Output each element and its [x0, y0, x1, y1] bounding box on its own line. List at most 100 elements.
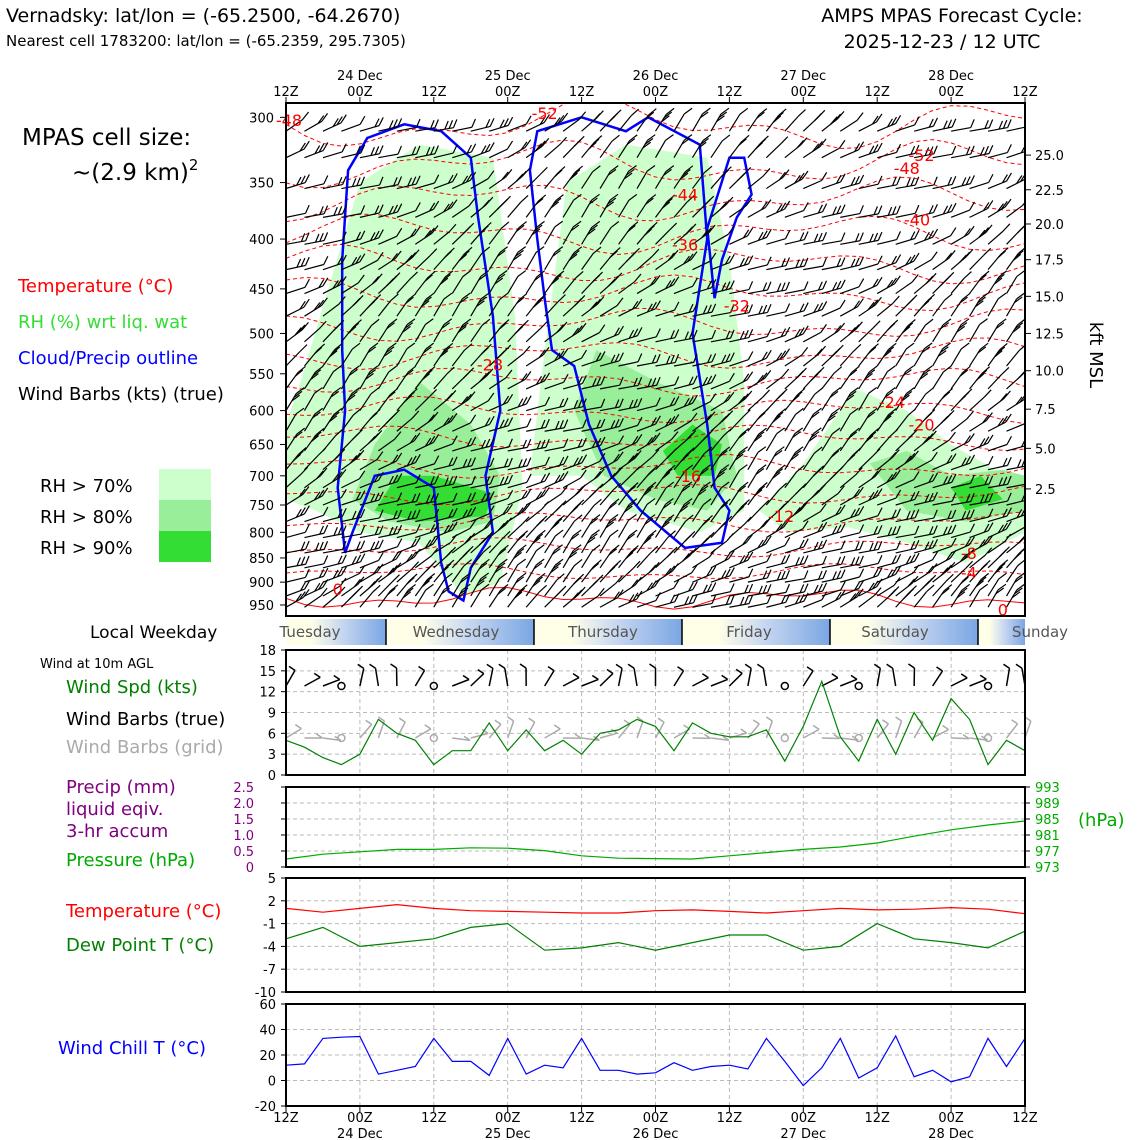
rh90-swatch — [159, 531, 211, 562]
wind-barb — [784, 170, 809, 190]
wind-barb — [1006, 483, 1025, 489]
wind-barb — [784, 446, 804, 471]
wind-barb — [914, 509, 938, 523]
wind-barb — [599, 544, 620, 569]
wind-barb — [525, 270, 546, 294]
wind-barb — [636, 353, 661, 367]
wind-barb — [803, 539, 828, 554]
temp-label: -36 — [672, 235, 698, 254]
wind-barb — [414, 389, 438, 412]
sfc-barb-grid — [337, 733, 346, 743]
wind-barb — [840, 540, 864, 554]
pressure-tick-label: 977 — [1035, 845, 1060, 860]
wind-barb — [618, 529, 638, 554]
wind-barb — [673, 194, 695, 218]
wind-barb — [858, 387, 878, 411]
wind-barb — [322, 407, 343, 432]
wind-barb — [692, 582, 717, 597]
wind-barb — [286, 174, 310, 190]
wind-barb — [821, 589, 846, 608]
wind-barb — [895, 387, 915, 411]
wind-barb — [470, 170, 495, 190]
wind-barb — [378, 473, 403, 489]
wind-barb — [378, 431, 402, 452]
wind-barb — [414, 342, 435, 367]
wind-barb — [359, 145, 384, 159]
sfc-barb-true — [821, 673, 839, 687]
wind-barb — [950, 573, 972, 597]
wind-barb — [599, 134, 620, 159]
wind-barb — [987, 292, 1007, 317]
wind-barb — [747, 499, 770, 523]
panel-frame — [285, 649, 1026, 776]
wind-barb — [987, 172, 1012, 190]
wind-barb — [581, 271, 603, 294]
wind-barb — [396, 365, 417, 390]
wind-barb — [784, 538, 809, 554]
wind-barb — [599, 589, 624, 608]
wind-barb — [895, 490, 920, 506]
wind-barb — [303, 365, 324, 390]
precip-tick-label: 0 — [246, 861, 254, 876]
wind-barb — [414, 366, 436, 390]
wind-barb — [451, 583, 471, 608]
wind-barb — [821, 299, 846, 317]
wind-barb — [415, 493, 439, 506]
wind-barb — [636, 165, 656, 189]
wind-barb — [803, 280, 828, 295]
wind-barb — [340, 429, 363, 452]
top-tick-label: 00Z — [938, 85, 964, 100]
sfc-barb-grid — [636, 716, 644, 739]
wind-barb — [563, 398, 587, 412]
temp-contour-8 — [286, 367, 1025, 397]
wind-barb — [932, 561, 956, 583]
sfc-barb-true — [390, 663, 398, 687]
wind-barb — [544, 529, 564, 554]
wind-barb — [581, 514, 601, 538]
wind-barb — [599, 435, 625, 452]
wind-barb — [655, 396, 680, 412]
wind-barb — [765, 446, 785, 471]
wind-barb — [525, 558, 545, 583]
wind-barb — [876, 489, 902, 506]
top-tick-label: 12Z — [717, 85, 743, 100]
sfc-barb-true — [369, 663, 380, 687]
wind-barb — [581, 220, 601, 245]
wind-barb — [322, 507, 347, 523]
wind-barb — [747, 349, 772, 367]
kft-label: kft MSL — [1085, 322, 1106, 388]
wind-barb — [876, 469, 901, 489]
wind-barb — [747, 328, 772, 343]
temp-contour-11 — [286, 453, 1025, 479]
pressure-line — [285, 820, 1026, 860]
wind-barb — [821, 427, 841, 452]
wind-barb — [341, 490, 366, 506]
wind-barb — [581, 452, 606, 471]
wind-barb — [950, 493, 975, 506]
wind-barb — [599, 417, 624, 432]
wind-barb — [304, 567, 329, 583]
wind-barb — [987, 520, 1012, 539]
wind-barb — [895, 552, 920, 569]
wind-barb — [378, 145, 402, 159]
wind-barb — [359, 575, 383, 597]
wind-barb — [286, 555, 310, 569]
sfc-barb-true — [544, 666, 555, 687]
wind-barb — [414, 318, 434, 343]
wind-barb — [286, 486, 310, 506]
wind-barb — [303, 407, 324, 432]
wind-barb — [895, 229, 920, 245]
wind-barb — [470, 343, 492, 367]
wind-barb — [377, 365, 398, 390]
wind-barb — [655, 194, 676, 218]
wind-barb — [414, 411, 439, 432]
bottom-day-label: 26 Dec — [633, 1127, 679, 1140]
wind-barb — [950, 523, 975, 539]
wind-barb — [322, 566, 347, 583]
bottom-tick-label: 00Z — [643, 1111, 669, 1126]
wind-barb — [488, 140, 514, 159]
wind-barb — [304, 555, 329, 569]
sfc-barb-grid — [692, 733, 711, 740]
wind-barb — [304, 320, 327, 343]
wind-barb — [913, 472, 939, 489]
